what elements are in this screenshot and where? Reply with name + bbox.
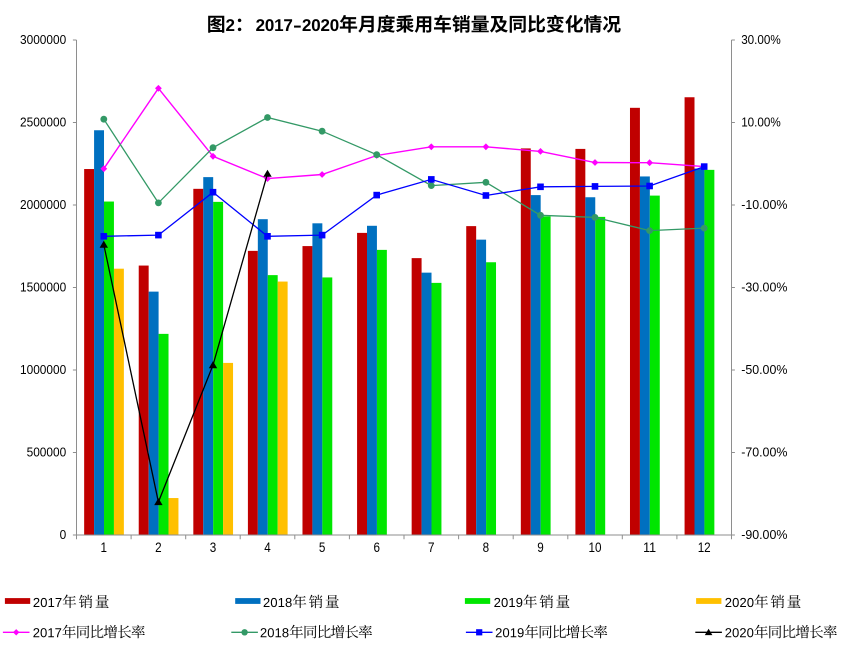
svg-text:-70.00%: -70.00% — [741, 446, 787, 460]
svg-text:12: 12 — [698, 539, 711, 555]
svg-text:0: 0 — [60, 528, 67, 542]
svg-text:-90.00%: -90.00% — [741, 528, 787, 542]
svg-text:-50.00%: -50.00% — [741, 363, 787, 377]
svg-text:2: 2 — [155, 539, 162, 555]
svg-text:1000000: 1000000 — [20, 363, 66, 377]
svg-text:9: 9 — [537, 539, 544, 555]
svg-text:1500000: 1500000 — [20, 281, 66, 295]
svg-text:-10.00%: -10.00% — [741, 198, 787, 212]
svg-text:10.00%: 10.00% — [741, 116, 781, 130]
svg-text:2000000: 2000000 — [20, 198, 66, 212]
svg-text:1: 1 — [101, 539, 108, 555]
svg-text:2500000: 2500000 — [20, 116, 66, 130]
svg-text:500000: 500000 — [27, 446, 67, 460]
svg-text:-30.00%: -30.00% — [741, 281, 787, 295]
svg-text:8: 8 — [483, 539, 490, 555]
svg-text:4: 4 — [264, 539, 271, 555]
svg-text:5: 5 — [319, 539, 326, 555]
svg-text:3: 3 — [210, 539, 217, 555]
svg-text:11: 11 — [643, 539, 656, 555]
svg-text:30.00%: 30.00% — [741, 33, 781, 47]
svg-text:7: 7 — [428, 539, 435, 555]
svg-text:10: 10 — [589, 539, 602, 555]
svg-text:6: 6 — [373, 539, 380, 555]
svg-text:3000000: 3000000 — [20, 33, 66, 47]
